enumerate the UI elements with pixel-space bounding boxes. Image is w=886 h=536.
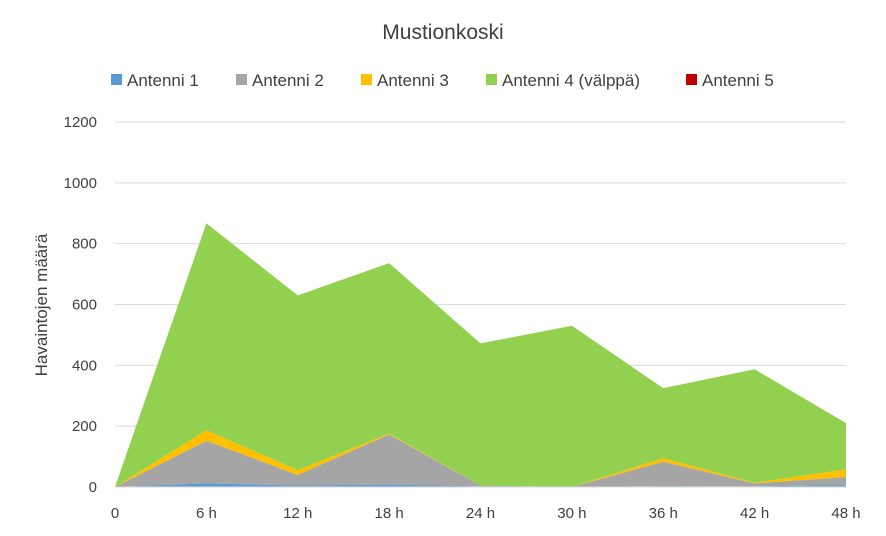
y-tick-label-0: 0 [89, 479, 97, 496]
legend-label-antenni-5: Antenni 5 [702, 71, 774, 90]
x-tick-label-4: 24 h [466, 505, 495, 522]
x-axis-ticks: 0 6 h 12 h 18 h 24 h 30 h 36 h 42 h 48 h [111, 505, 861, 522]
chart-title: Mustionkoski [382, 21, 503, 44]
y-tick-label-1200: 1200 [64, 114, 97, 131]
legend-swatch-antenni-4 [486, 74, 497, 85]
legend-swatch-antenni-1 [111, 74, 122, 85]
legend: Antenni 1 Antenni 2 Antenni 3 Antenni 4 … [111, 71, 774, 90]
x-tick-label-7: 42 h [740, 505, 769, 522]
legend-label-antenni-4: Antenni 4 (välppä) [502, 71, 640, 90]
legend-swatch-antenni-3 [361, 74, 372, 85]
y-tick-label-1000: 1000 [64, 175, 97, 192]
legend-swatch-antenni-2 [236, 74, 247, 85]
x-tick-label-1: 6 h [196, 505, 217, 522]
area-series-4 [115, 223, 846, 488]
legend-label-antenni-2: Antenni 2 [252, 71, 324, 90]
x-tick-label-0: 0 [111, 505, 119, 522]
y-axis-title: Havaintojen määrä [32, 233, 51, 376]
x-tick-label-5: 30 h [557, 505, 586, 522]
plot-areas [115, 223, 846, 488]
legend-swatch-antenni-5 [686, 74, 697, 85]
area-series-2 [115, 434, 846, 487]
legend-label-antenni-1: Antenni 1 [127, 71, 199, 90]
area-series-1 [115, 483, 846, 487]
x-tick-label-2: 12 h [283, 505, 312, 522]
x-tick-label-8: 48 h [831, 505, 860, 522]
legend-label-antenni-3: Antenni 3 [377, 71, 449, 90]
y-tick-label-600: 600 [72, 297, 97, 314]
y-tick-label-400: 400 [72, 357, 97, 374]
y-tick-label-800: 800 [72, 236, 97, 253]
y-axis-ticks: 0 200 400 600 800 1000 1200 [64, 114, 97, 496]
y-tick-label-200: 200 [72, 418, 97, 435]
area-series-3 [115, 430, 846, 487]
x-tick-label-3: 18 h [375, 505, 404, 522]
x-tick-label-6: 36 h [649, 505, 678, 522]
